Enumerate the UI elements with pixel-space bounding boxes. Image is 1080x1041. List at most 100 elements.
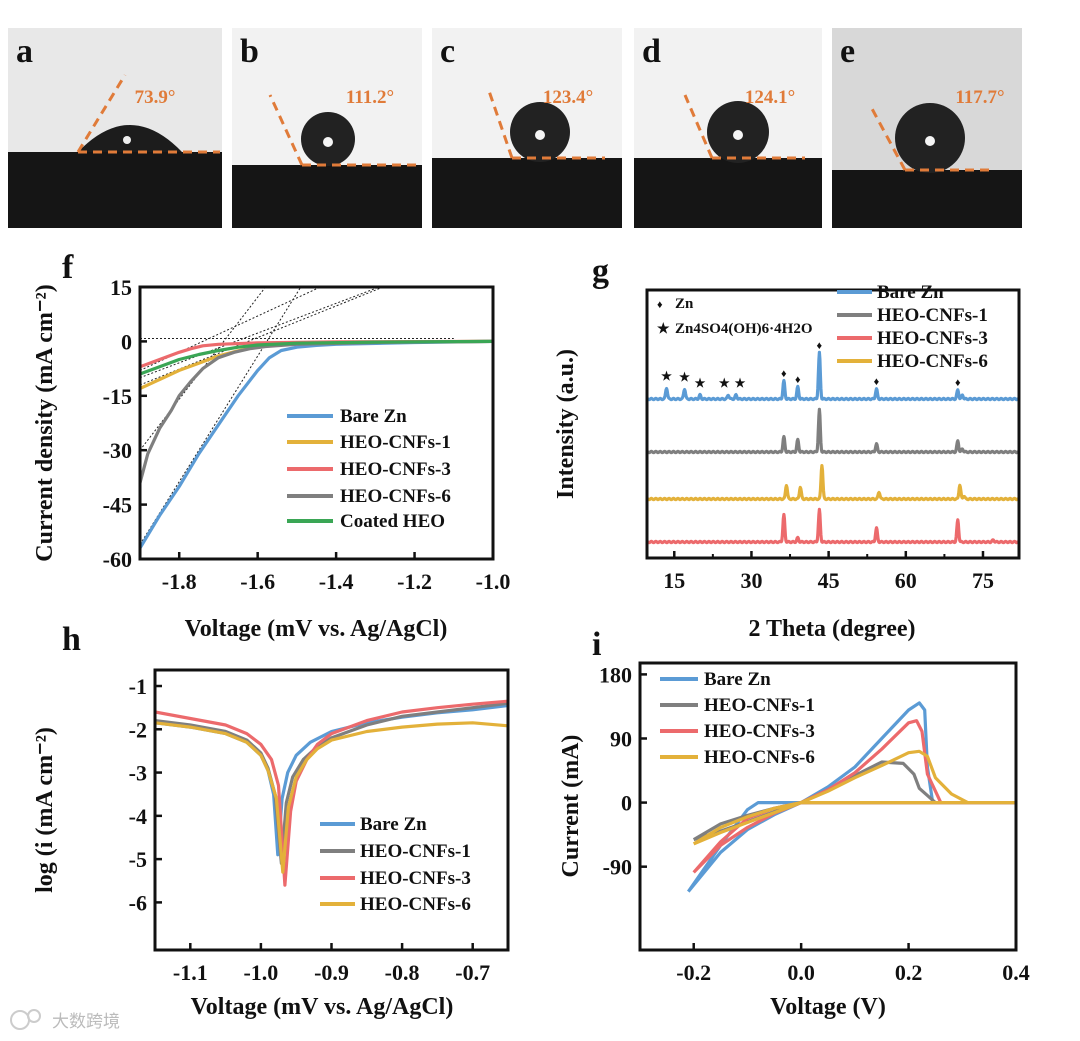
series-line-bare-zn: [647, 350, 1019, 402]
x-tick-label: 75: [972, 568, 994, 593]
y-tick-label: 15: [110, 275, 132, 300]
watermark-text: 大数跨境: [52, 1012, 120, 1032]
series-line-heo-cnfs-6: [647, 464, 1019, 502]
watermark-logo-icon: [27, 1009, 41, 1023]
x-tick-label: -1.2: [397, 569, 432, 594]
x-axis-label: 2 Theta (degree): [748, 616, 915, 642]
legend-label: HEO-CNFs-3: [340, 459, 451, 480]
tangent-line: [683, 94, 714, 159]
chart-panel-f: f -1.8 -1.6 -1.4 -1.2 -1.0 15 0 -15 -30 -45 -60 Volt…: [32, 249, 510, 642]
plot-area: [647, 350, 1019, 545]
legend-label: HEO-CNFs-1: [340, 432, 451, 453]
contact-angle-value: 73.9°: [135, 87, 176, 108]
y-tick-label: 180: [599, 662, 632, 687]
panel-label-text: g: [592, 253, 609, 290]
legend-label: HEO-CNFs-6: [340, 486, 451, 507]
y-axis-label: Current density (mA cm⁻²): [32, 284, 58, 561]
photo-a: a 73.9°: [8, 28, 222, 228]
x-tick-label: -1.8: [162, 569, 197, 594]
legend-label: Bare Zn: [360, 814, 427, 835]
star-marker-icon: ★: [695, 376, 706, 390]
x-tick-label: -0.8: [385, 960, 420, 985]
y-tick-label: -4: [129, 804, 147, 829]
star-legend-icon: ★: [657, 321, 670, 337]
legend-label: Bare Zn: [704, 669, 771, 690]
series-line-heo-cnfs-3: [155, 699, 508, 887]
star-marker-icon: ★: [661, 369, 672, 383]
y-tick-label: -6: [129, 890, 147, 915]
droplet-highlight: [925, 136, 935, 146]
y-axis-label: log (i (mA cm⁻²): [32, 727, 58, 893]
diamond-marker-icon: ♦: [781, 368, 787, 380]
series-line-heo-cnfs-1: [647, 407, 1019, 455]
series-line-heo-cnfs-1: [155, 701, 508, 865]
photo-c: c 123.4°: [432, 28, 622, 228]
plot-area: [686, 701, 1016, 893]
watermark-logo-icon: [10, 1010, 30, 1030]
watermark: 大数跨境: [10, 1009, 120, 1032]
x-tick-label: 0.4: [1002, 960, 1030, 985]
x-axis-label: Voltage (V): [770, 994, 886, 1020]
legend-label: HEO-CNFs-3: [360, 868, 471, 889]
legend-label: HEO-CNFs-1: [877, 305, 988, 326]
y-tick-label: -90: [603, 855, 632, 880]
x-tick-label: 0.2: [895, 960, 923, 985]
x-axis-label: Voltage (mV vs. Ag/AgCl): [185, 616, 448, 642]
droplet-highlight: [733, 130, 743, 140]
x-tick-label: -0.7: [455, 960, 490, 985]
series-line-heo-cnfs-6: [155, 721, 508, 874]
legend-label: HEO-CNFs-1: [704, 695, 815, 716]
photo-b: b 111.2°: [232, 28, 422, 228]
star-marker-icon: ★: [735, 376, 746, 390]
diamond-marker-icon: ♦: [795, 374, 801, 386]
legend-label: HEO-CNFs-3: [704, 721, 815, 742]
panel-label-text: i: [592, 626, 601, 663]
x-tick-label: -0.2: [676, 960, 711, 985]
x-tick-label: 15: [663, 568, 685, 593]
y-tick-label: -3: [129, 761, 147, 786]
substrate: [432, 158, 622, 228]
chart-panel-h: h -1.1 -1.0 -0.9 -0.8 -0.7 -1 -2 -3 -4 -5 -6 Voltage…: [32, 621, 510, 1020]
x-tick-label: 60: [895, 568, 917, 593]
x-tick-label: 45: [818, 568, 840, 593]
legend-label: HEO-CNFs-6: [704, 747, 815, 768]
legend-label: HEO-CNFs-3: [877, 328, 988, 349]
panel-label: b: [240, 33, 259, 70]
diamond-marker-icon: ♦: [817, 340, 823, 352]
plot-area: [155, 699, 508, 887]
plot-frame: [645, 288, 1021, 560]
plot-frame: [138, 285, 495, 561]
fit-line: [140, 287, 380, 379]
legend-label: HEO-CNFs-6: [877, 351, 988, 372]
substrate: [232, 165, 422, 228]
substrate: [8, 152, 222, 228]
x-tick-label: -0.9: [314, 960, 349, 985]
y-tick-label: -60: [103, 547, 132, 572]
contact-angle-photos: a 73.9° b 111.2° c 123.4° d 124.1° e 117.7°: [8, 28, 1022, 228]
x-tick-label: -1.6: [240, 569, 275, 594]
contact-angle-value: 124.1°: [745, 87, 795, 108]
droplet-highlight: [535, 130, 545, 140]
legend-label: Coated HEO: [340, 511, 445, 532]
plot-frame: [638, 661, 1018, 952]
y-tick-label: -15: [103, 384, 132, 409]
diamond-marker-icon: ♦: [955, 377, 961, 389]
y-tick-label: -1: [129, 674, 147, 699]
tangent-line: [76, 74, 127, 153]
star-marker-icon: ★: [719, 376, 730, 390]
panel-label: c: [440, 33, 455, 70]
plot-area: [140, 287, 493, 549]
star-marker-icon: ★: [679, 370, 690, 384]
y-tick-label: -5: [129, 847, 147, 872]
y-tick-label: -2: [129, 717, 147, 742]
substrate: [634, 158, 822, 228]
series-line-heo-cnfs-6: [692, 749, 1016, 846]
x-tick-label: 30: [740, 568, 762, 593]
chart-panel-g: g ♦ ♦ ♦ ♦ ♦ ♦ Zn ★ ★ ★ ★ ★ ★ Zn4SO4(OH)6·4H2O 15 30 45 60 7…: [553, 253, 1021, 642]
charts: f-1.8 -1.6 -1.4 -1.2 -1.0150-15-30-45-60Volt…: [32, 249, 1030, 1020]
y-tick-label: -30: [103, 438, 132, 463]
y-tick-label: 0: [121, 329, 132, 354]
series-line-heo-cnfs-3: [692, 719, 1016, 874]
tangent-line: [268, 94, 304, 166]
